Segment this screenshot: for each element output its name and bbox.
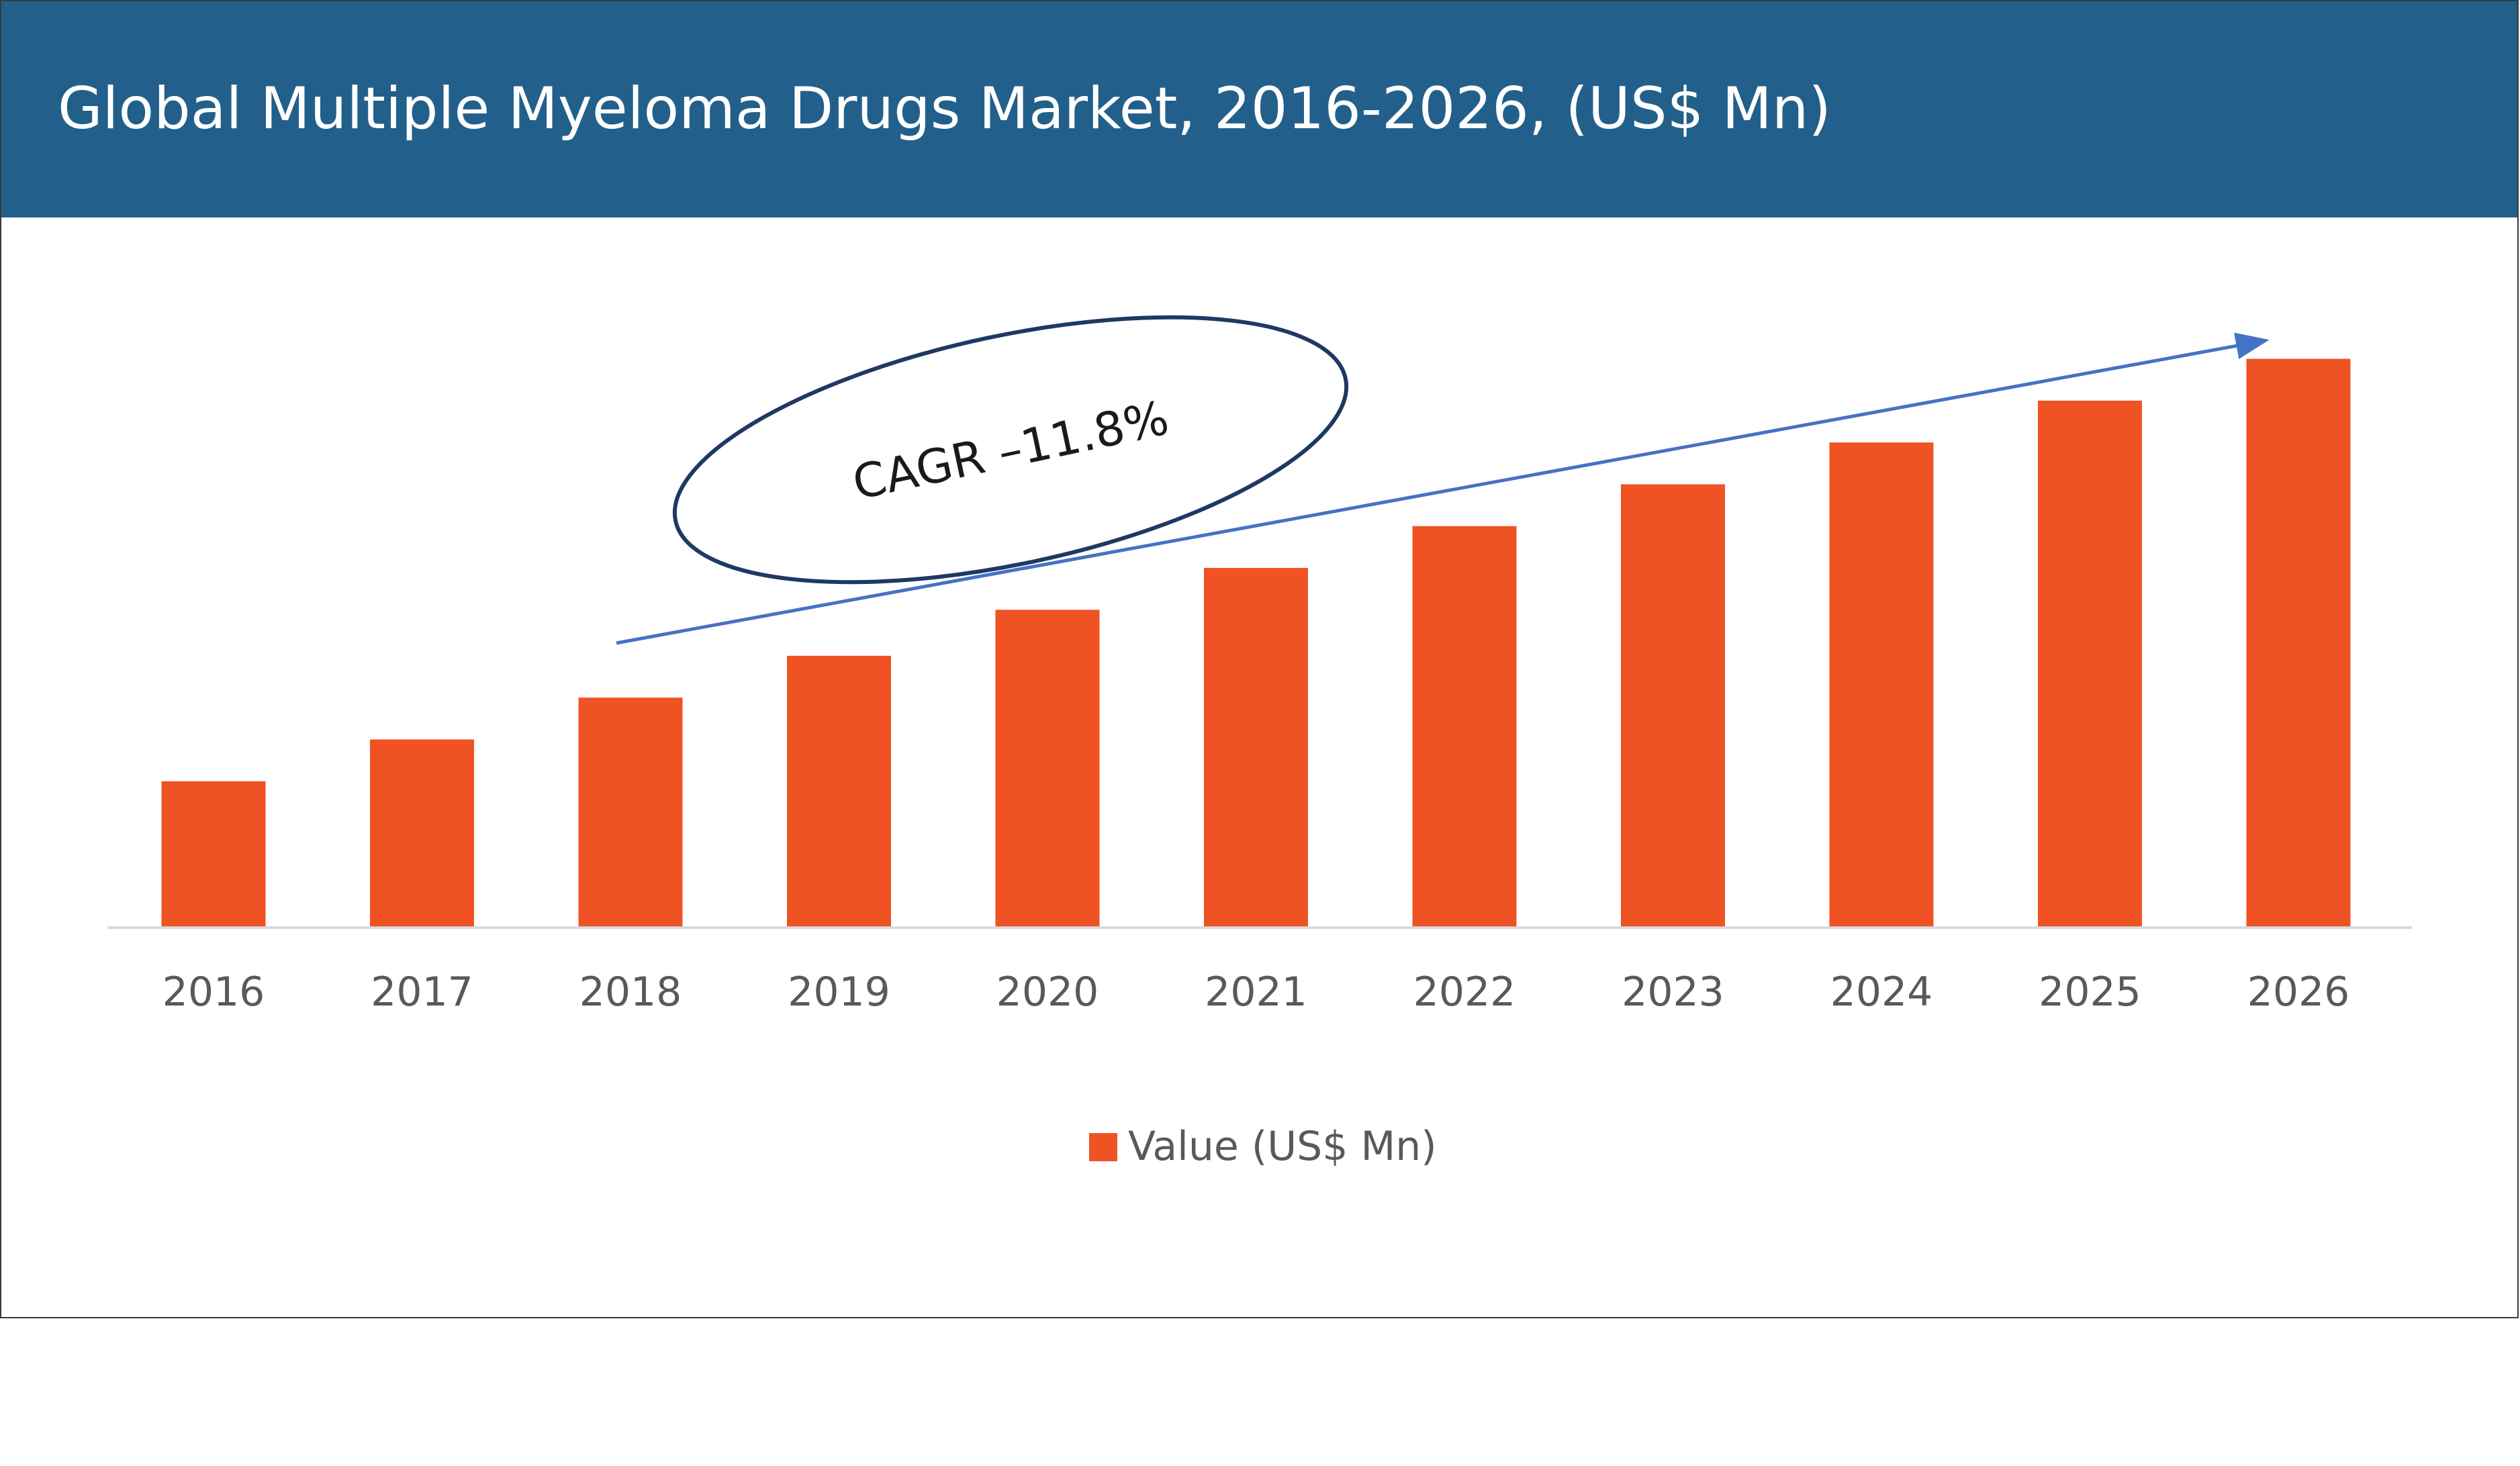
bar-2024: [1829, 442, 1934, 928]
x-tick-label-2026: 2026: [2247, 969, 2350, 1016]
growth-trend-arrow: [616, 332, 2270, 645]
bar-2020: [995, 609, 1100, 928]
x-tick-label-2019: 2019: [788, 969, 890, 1016]
x-tick-label-2016: 2016: [162, 969, 265, 1016]
bar-2025: [2038, 400, 2142, 928]
x-tick-label-2020: 2020: [996, 969, 1099, 1016]
x-tick-label-2017: 2017: [371, 969, 473, 1016]
bar-2017: [370, 739, 474, 928]
cagr-ellipse: [672, 315, 1349, 585]
bar-2026: [2246, 358, 2351, 928]
title-banner: Global Multiple Myeloma Drugs Market, 20…: [1, 1, 2517, 217]
bar-2018: [578, 697, 683, 928]
chart-title: Global Multiple Myeloma Drugs Market, 20…: [58, 75, 1831, 142]
x-tick-label-2023: 2023: [1622, 969, 1724, 1016]
x-tick-label-2021: 2021: [1205, 969, 1307, 1016]
bar-2022: [1412, 526, 1517, 928]
legend-swatch: [1089, 1133, 1117, 1161]
x-axis-tick-labels: 2016 2017 2018 2019 2020 2021 2022 2023 2024 2025…: [162, 969, 2350, 1016]
bar-2021: [1204, 568, 1308, 928]
bar-series: [161, 358, 2351, 928]
legend: Value (US$ Mn): [1089, 1123, 1437, 1170]
x-tick-label-2022: 2022: [1413, 969, 1516, 1016]
x-tick-label-2018: 2018: [579, 969, 682, 1016]
x-tick-label-2024: 2024: [1830, 969, 1933, 1016]
bar-2016: [161, 781, 266, 928]
cagr-label: CAGR –11.8%: [848, 390, 1174, 511]
bar-2019: [787, 655, 891, 928]
bar-2023: [1621, 484, 1725, 928]
x-tick-label-2025: 2025: [2039, 969, 2141, 1016]
legend-label: Value (US$ Mn): [1128, 1123, 1437, 1170]
